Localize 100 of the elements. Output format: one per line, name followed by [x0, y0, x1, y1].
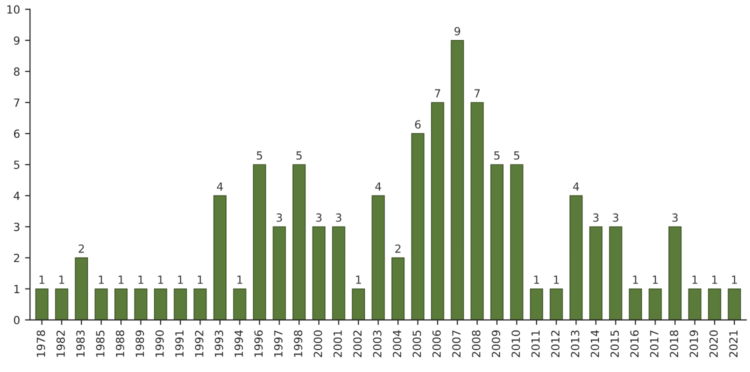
data-label: 1 [554, 276, 559, 284]
bar [411, 133, 424, 320]
data-label: 1 [712, 276, 718, 284]
data-label: 1 [98, 276, 104, 284]
y-tick-label: 7 [14, 98, 20, 107]
x-tick-label: 2011 [531, 330, 540, 358]
x-tick-label: 2015 [610, 330, 619, 358]
bar [194, 288, 207, 320]
data-label: 5 [514, 151, 520, 160]
x-tick-label: 2017 [650, 330, 658, 358]
data-label: 1 [633, 276, 638, 284]
data-label: 3 [336, 213, 342, 222]
x-tick-label: 2003 [373, 330, 382, 358]
bar [668, 226, 682, 320]
y-tick-label: 3 [14, 222, 20, 232]
data-label: 3 [276, 213, 282, 222]
bar [114, 288, 128, 320]
data-label: 4 [216, 182, 223, 191]
data-label: 4 [573, 182, 580, 191]
data-label: 1 [237, 276, 242, 284]
x-tick-label: 1990 [155, 330, 164, 357]
y-tick-label: 2 [14, 254, 20, 262]
data-label: 9 [454, 27, 460, 36]
bar [688, 288, 702, 320]
data-label: 4 [375, 182, 382, 191]
x-tick-label: 1982 [56, 330, 65, 357]
x-tick-label: 2006 [432, 330, 441, 358]
data-label: 3 [593, 213, 599, 222]
data-label: 5 [256, 151, 262, 160]
x-tick-label: 2010 [512, 330, 520, 358]
x-tick-label: 2014 [590, 330, 600, 358]
x-tick-label: 2013 [570, 330, 580, 358]
y-tick-label: 4 [14, 192, 20, 200]
x-tick-label: 1983 [76, 330, 85, 357]
bar [94, 288, 108, 320]
data-label: 1 [59, 276, 64, 284]
y-tick-label: 8 [14, 67, 20, 76]
bar [728, 288, 741, 320]
bar [450, 40, 464, 320]
y-tick-label: 5 [14, 160, 20, 169]
y-tick-label: 9 [14, 36, 20, 45]
y-tick-label: 10 [7, 5, 20, 14]
y-tick-label: 6 [14, 130, 20, 138]
x-tick-label: 1988 [116, 330, 124, 357]
bar [352, 288, 365, 320]
bar [332, 226, 346, 320]
data-label: 1 [138, 276, 144, 284]
bar [372, 195, 385, 320]
data-label: 1 [40, 276, 44, 284]
x-tick-label: 2016 [630, 330, 639, 358]
x-tick-label: 2008 [472, 330, 480, 358]
bar [648, 288, 662, 320]
x-tick-label: 2020 [709, 330, 718, 358]
x-tick-label: 1985 [96, 330, 104, 357]
data-label: 7 [474, 89, 480, 98]
bar [589, 226, 602, 320]
bar [35, 288, 48, 320]
y-tick-label: 0 [14, 316, 20, 324]
bar [233, 288, 246, 320]
x-tick-label: 2000 [314, 330, 322, 358]
data-label: 1 [534, 276, 540, 284]
data-label: 1 [158, 276, 164, 284]
data-label: 1 [178, 276, 183, 284]
x-tick-label: 1991 [175, 330, 184, 357]
data-label: 1 [732, 276, 737, 284]
x-tick-label: 1996 [254, 330, 263, 357]
bar [431, 102, 444, 320]
bar [570, 195, 583, 320]
bar [490, 164, 504, 320]
bar [550, 288, 563, 320]
bar [174, 288, 187, 320]
bar [134, 288, 148, 320]
bar [609, 226, 622, 320]
bar [74, 257, 88, 320]
bar [55, 288, 68, 320]
x-tick-label: 1989 [136, 330, 144, 357]
data-label: 2 [395, 244, 400, 253]
bar [252, 164, 266, 320]
bar [628, 288, 642, 320]
bar [272, 226, 286, 320]
bar [213, 195, 226, 320]
bar [470, 102, 484, 320]
data-label: 6 [415, 120, 421, 129]
data-label: 3 [316, 213, 322, 222]
x-tick-label: 2005 [412, 330, 422, 358]
bar [312, 226, 326, 320]
bar [510, 164, 524, 320]
data-label: 3 [612, 213, 618, 222]
data-label: 2 [78, 244, 84, 253]
x-tick-label: 2001 [333, 330, 342, 358]
data-label: 1 [118, 276, 124, 284]
x-tick-label: 2012 [551, 330, 560, 358]
x-tick-label: 1997 [274, 330, 283, 357]
x-tick-label: 2019 [690, 330, 698, 358]
data-label: 1 [356, 276, 361, 284]
data-label: 7 [434, 89, 440, 98]
bar [391, 257, 405, 320]
x-tick-label: 1994 [234, 330, 243, 357]
data-label: 1 [198, 276, 203, 284]
x-tick-label: 2021 [729, 330, 738, 358]
